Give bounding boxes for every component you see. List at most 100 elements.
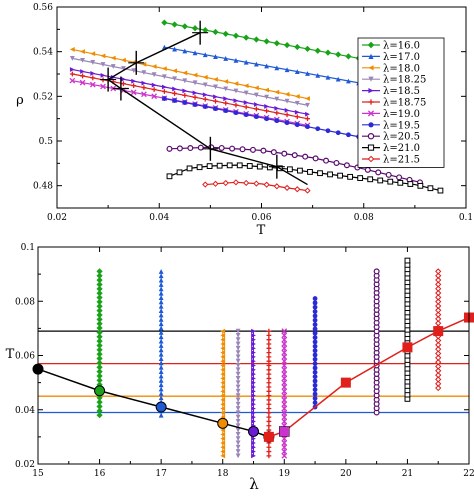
top-point-6-3 bbox=[100, 83, 106, 90]
top-point-7-16 bbox=[325, 128, 331, 134]
top-point-3-8 bbox=[151, 72, 157, 78]
top-point-9-16 bbox=[327, 171, 333, 178]
bottom-column-point-4-21 bbox=[251, 363, 256, 368]
bottom-column-point-7-7 bbox=[312, 374, 318, 380]
top-point-9-27 bbox=[437, 187, 444, 194]
bottom-column-point-5-20 bbox=[266, 367, 272, 373]
top-series-2 bbox=[69, 47, 310, 101]
bottom-column-point-10-5 bbox=[435, 363, 442, 370]
bottom-column-point-3-18 bbox=[235, 376, 241, 381]
bottom-column-point-0-32 bbox=[96, 272, 103, 279]
top-point-8-9 bbox=[260, 147, 267, 154]
bottom-column-point-4-23 bbox=[251, 354, 256, 360]
top-point-2-20 bbox=[274, 89, 280, 95]
top-point-2-18 bbox=[253, 85, 259, 91]
bottom-column-point-3-23 bbox=[235, 354, 241, 360]
bottom-column-point-2-25 bbox=[220, 345, 226, 351]
top-point-5-21 bbox=[284, 112, 290, 118]
top-point-5-17 bbox=[243, 104, 249, 110]
bottom-column-point-1-11 bbox=[158, 364, 164, 370]
bottom-column-point-0-1 bbox=[96, 407, 103, 414]
bottom-column-point-1-5 bbox=[158, 390, 164, 396]
bottom-column-point-3-22 bbox=[235, 358, 241, 364]
top-point-7-18 bbox=[346, 132, 351, 138]
top-point-9-17 bbox=[337, 172, 343, 179]
top-point-0-14 bbox=[304, 45, 311, 53]
top-point-7-1 bbox=[172, 98, 177, 103]
top-point-0-6 bbox=[222, 30, 229, 37]
bottom-column-point-4-29 bbox=[251, 328, 256, 334]
top-x-tick-label-1: 0.04 bbox=[149, 213, 169, 223]
top-point-10-1 bbox=[212, 180, 219, 187]
bottom-column-point-2-10 bbox=[220, 410, 226, 416]
bottom-column-point-0-33 bbox=[96, 268, 103, 275]
legend-label-4: λ=18.5 bbox=[383, 86, 420, 97]
bottom-column-point-1-6 bbox=[158, 386, 164, 392]
bottom-column-point-5-8 bbox=[266, 419, 272, 424]
bottom-column-point-3-14 bbox=[235, 393, 241, 399]
bottom-x-tick-label-0: 15 bbox=[32, 469, 44, 479]
bottom-column-point-2-6 bbox=[220, 427, 226, 433]
top-point-10-2 bbox=[222, 179, 229, 187]
bottom-column-point-1-32 bbox=[158, 273, 164, 279]
bottom-column-point-4-27 bbox=[251, 337, 256, 343]
bottom-column-point-5-28 bbox=[266, 332, 272, 338]
bottom-column-point-6-17 bbox=[281, 379, 288, 386]
bottom-column-point-10-24 bbox=[435, 281, 442, 288]
bottom-column-point-7-1 bbox=[312, 400, 318, 406]
bottom-column-point-1-7 bbox=[158, 382, 164, 388]
bottom-column-0 bbox=[96, 268, 103, 419]
top-point-10-5 bbox=[253, 180, 260, 187]
bottom-series-line-0 bbox=[37, 368, 270, 438]
bottom-column-point-1-31 bbox=[158, 277, 164, 283]
bottom-column-point-2-14 bbox=[220, 393, 226, 399]
top-point-3-23 bbox=[305, 102, 310, 108]
legend-marker-3 bbox=[368, 76, 374, 82]
top-point-4-18 bbox=[253, 102, 259, 107]
bottom-column-point-3-28 bbox=[235, 332, 241, 338]
bottom-column-point-3-11 bbox=[235, 406, 241, 411]
bottom-column-point-6-23 bbox=[281, 354, 288, 360]
bottom-column-point-7-15 bbox=[312, 339, 318, 345]
top-point-2-23 bbox=[305, 96, 310, 101]
top-point-1-9 bbox=[253, 61, 259, 67]
top-point-7-10 bbox=[264, 116, 270, 122]
top-point-1-11 bbox=[274, 65, 280, 71]
bottom-column-point-6-16 bbox=[281, 384, 288, 390]
bottom-axis-ticks: 15 16 17 18 19 20 21 22 0.02 0.04 0.06 0.08 0.1 bbox=[15, 243, 474, 479]
bottom-column-point-5-18 bbox=[266, 376, 272, 381]
top-series-7 bbox=[161, 96, 372, 142]
bottom-column-point-6-25 bbox=[281, 345, 288, 352]
top-point-2-1 bbox=[80, 49, 85, 54]
legend-marker-8 bbox=[367, 132, 375, 140]
bottom-column-2 bbox=[220, 328, 226, 459]
top-point-0-4 bbox=[202, 27, 209, 34]
bottom-column-point-10-20 bbox=[435, 298, 442, 305]
bottom-column-point-5-11 bbox=[266, 406, 272, 411]
top-point-0-10 bbox=[263, 38, 270, 45]
bottom-column-point-4-19 bbox=[251, 371, 256, 377]
bottom-column-point-7-12 bbox=[312, 352, 318, 358]
top-point-10-10 bbox=[304, 187, 311, 194]
bottom-column-point-7-6 bbox=[312, 378, 318, 384]
top-point-10-8 bbox=[283, 184, 291, 192]
bottom-column-point-4-1 bbox=[251, 449, 256, 454]
bottom-series-point-1-3 bbox=[402, 342, 413, 353]
top-point-4-3 bbox=[100, 72, 106, 78]
bottom-column-point-7-21 bbox=[312, 313, 318, 319]
top-point-3-1 bbox=[80, 58, 85, 63]
bottom-column-point-0-21 bbox=[96, 320, 103, 327]
top-point-9-4 bbox=[206, 163, 213, 169]
bottom-column-point-4-9 bbox=[251, 414, 256, 420]
bottom-column-point-10-11 bbox=[435, 337, 442, 344]
bottom-column-point-5-15 bbox=[266, 388, 272, 394]
bottom-column-point-3-10 bbox=[235, 410, 241, 416]
bottom-column-point-1-12 bbox=[158, 360, 164, 366]
top-point-2-15 bbox=[223, 79, 229, 84]
bottom-column-point-0-9 bbox=[96, 372, 103, 380]
bottom-column-point-7-17 bbox=[312, 330, 318, 336]
bottom-column-point-7-10 bbox=[312, 361, 318, 367]
bottom-series-point-1-2 bbox=[340, 377, 351, 388]
bottom-column-point-2-29 bbox=[220, 328, 226, 334]
top-y-tick-label-4: 0.56 bbox=[33, 3, 53, 13]
